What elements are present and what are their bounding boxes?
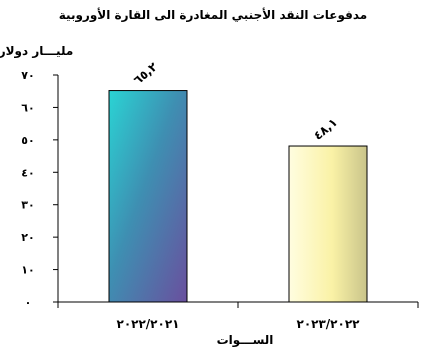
bar-value-label: ٤٨,١ <box>311 115 340 143</box>
y-tick-label: ٣٠ <box>21 199 34 212</box>
y-axis-label: مليـــار دولار <box>0 44 73 59</box>
y-tick-label: ٤٠ <box>21 166 34 179</box>
y-tick-label: ٥٠ <box>21 134 34 147</box>
y-tick-label: ١٠ <box>21 264 34 277</box>
category-label: ٢٠٢٢/٢٠٢١ <box>117 317 180 331</box>
category-label: ٢٠٢٣/٢٠٢٢ <box>297 317 361 331</box>
chart-title: مدفوعات النقد الأجنبي المغادرة الى القار… <box>59 7 367 23</box>
y-tick-label: ٢٠ <box>21 231 34 244</box>
bar-2 <box>288 145 368 303</box>
y-tick-label: ٧٠ <box>21 69 34 82</box>
y-tick-label: ٠ <box>25 296 32 309</box>
bar-value-label: ٦٥,٢ <box>131 59 161 87</box>
y-tick-label: ٦٠ <box>21 101 34 114</box>
bar-1 <box>108 90 188 303</box>
x-axis-label: الســـوات <box>217 333 274 348</box>
